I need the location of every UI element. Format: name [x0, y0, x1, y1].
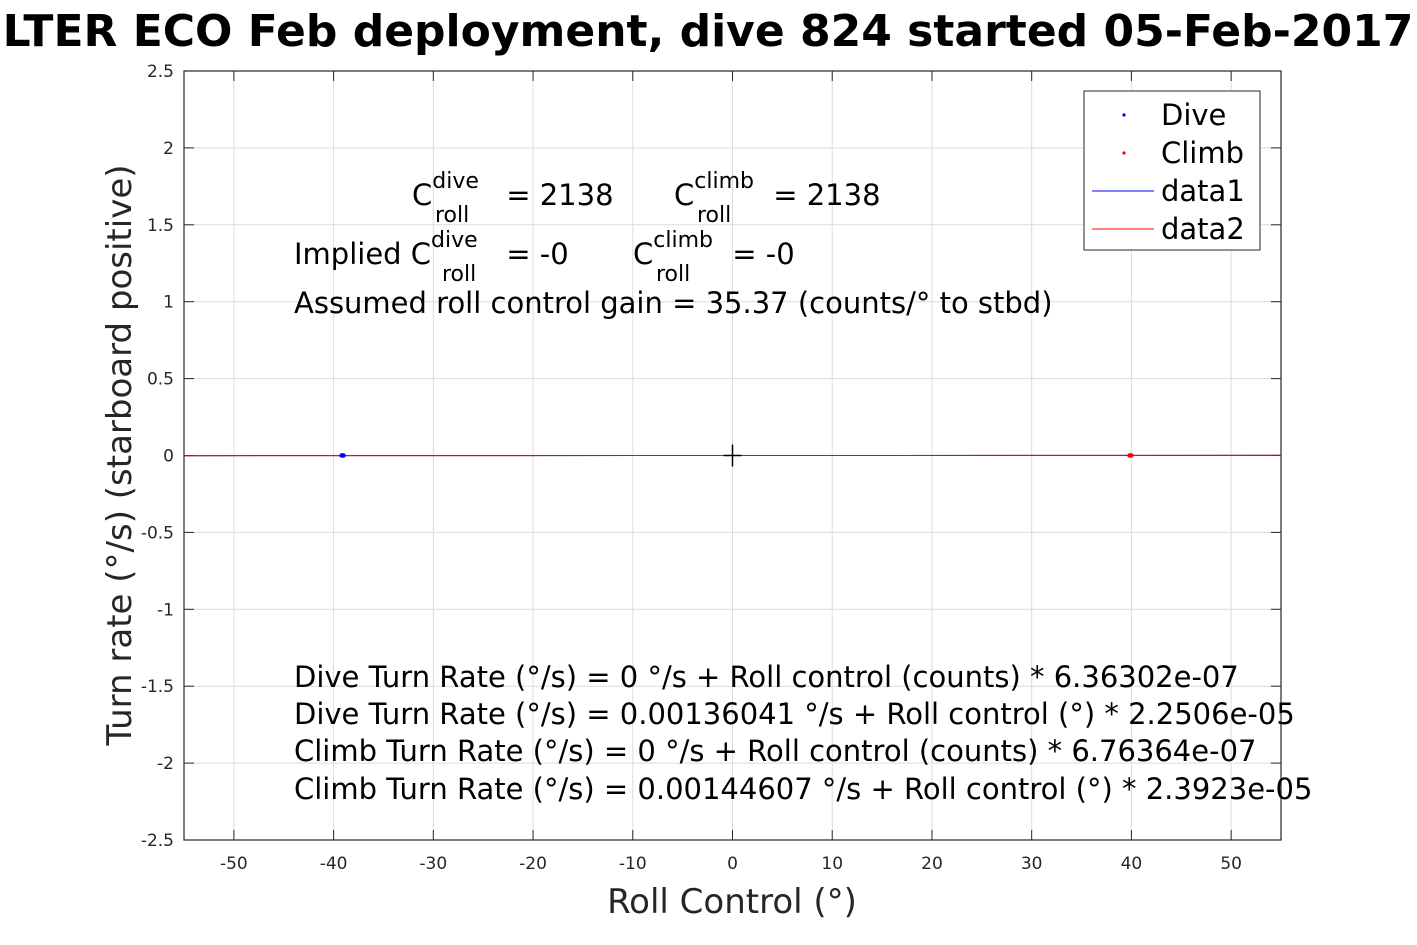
legend-dive-label: Dive [1161, 98, 1226, 132]
x-tick-label: -30 [419, 854, 447, 874]
x-tick-labels: -50 -40 -30 -20 -10 0 10 20 30 40 50 [220, 854, 1242, 874]
y-tick-label: -0.5 [141, 523, 174, 543]
x-tick-label: 20 [921, 854, 943, 874]
fit-line-4: Climb Turn Rate (°/s) = 0.00144607 °/s +… [294, 772, 1312, 806]
series-points [339, 453, 1134, 458]
fit-line-3: Climb Turn Rate (°/s) = 0 °/s + Roll con… [294, 734, 1256, 768]
y-tick-label: 2.5 [147, 62, 174, 82]
legend-box [1083, 90, 1261, 251]
legend-data2-label: data2 [1161, 212, 1245, 246]
y-tick-label: -2.5 [141, 831, 174, 851]
y-tick-label: -1.5 [141, 677, 174, 697]
legend-climb-marker [1122, 151, 1126, 155]
axis-ticks [184, 70, 1281, 841]
legend-climb-label: Climb [1161, 136, 1244, 170]
data-point-dive [341, 453, 346, 458]
x-tick-label: -40 [320, 854, 348, 874]
x-tick-label: 0 [727, 854, 738, 874]
legend: Dive Climb data1 data2 [1083, 90, 1261, 251]
x-axis-label: Roll Control (°) [607, 882, 857, 922]
y-tick-label: 0.5 [147, 370, 174, 390]
gain-annotation: Assumed roll control gain = 35.37 (count… [294, 286, 1053, 320]
legend-dive-marker [1122, 113, 1126, 117]
y-tick-label: -2 [157, 754, 174, 774]
x-tick-label: 30 [1021, 854, 1043, 874]
y-tick-label: 2 [163, 139, 174, 159]
origin-marker [723, 444, 742, 467]
y-tick-label: 1 [163, 293, 174, 313]
x-tick-label: -50 [220, 854, 248, 874]
x-tick-label: -20 [519, 854, 547, 874]
fit-line-2: Dive Turn Rate (°/s) = 0.00136041 °/s + … [294, 697, 1295, 731]
x-tick-label: 10 [821, 854, 843, 874]
y-tick-labels: 2.5 2 1.5 1 0.5 0 -0.5 -1 -1.5 -2 -2.5 [141, 62, 174, 851]
c-roll-climb: Cclimb roll = 2138 [674, 169, 881, 228]
fit-line-1: Dive Turn Rate (°/s) = 0 °/s + Roll cont… [294, 660, 1239, 694]
y-tick-label: 0 [163, 447, 174, 467]
chart-title: LTER ECO Feb deployment, dive 824 starte… [3, 6, 1414, 57]
legend-data1-label: data1 [1161, 174, 1245, 208]
data-point-climb [1129, 453, 1134, 458]
implied-c-roll-climb: Cclimb roll = -0 [633, 228, 795, 287]
c-roll-dive: Cdive roll = 2138 [412, 169, 614, 228]
x-tick-label: -10 [619, 854, 647, 874]
y-tick-label: 1.5 [147, 216, 174, 236]
y-axis-label: Turn rate (°/s) (starboard positive) [100, 164, 140, 746]
c-roll-annotation: Cdive roll = 2138 Cclimb roll = 2138 [412, 169, 881, 228]
implied-c-roll-dive: Implied Cdive roll = -0 [294, 228, 569, 287]
x-tick-label: 40 [1121, 854, 1143, 874]
x-tick-label: 50 [1220, 854, 1242, 874]
implied-c-roll-annotation: Implied Cdive roll = -0 Cclimb roll = -0 [294, 228, 795, 287]
y-tick-label: -1 [157, 600, 174, 620]
